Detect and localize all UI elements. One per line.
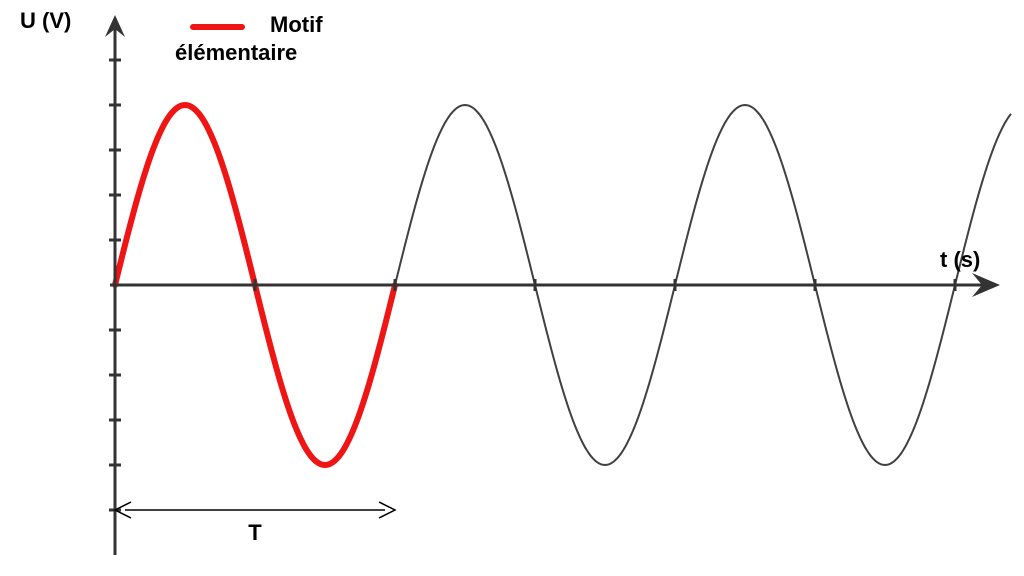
legend-label-line2: élémentaire (175, 40, 297, 65)
sine-diagram: U (V) t (s) T Motif élémentaire (0, 0, 1024, 576)
x-axis-label: t (s) (940, 247, 980, 272)
y-axis-label: U (V) (20, 8, 71, 33)
legend-label-line1: Motif (270, 12, 323, 37)
legend-swatch (190, 24, 245, 30)
period-marker-label: T (248, 520, 262, 545)
